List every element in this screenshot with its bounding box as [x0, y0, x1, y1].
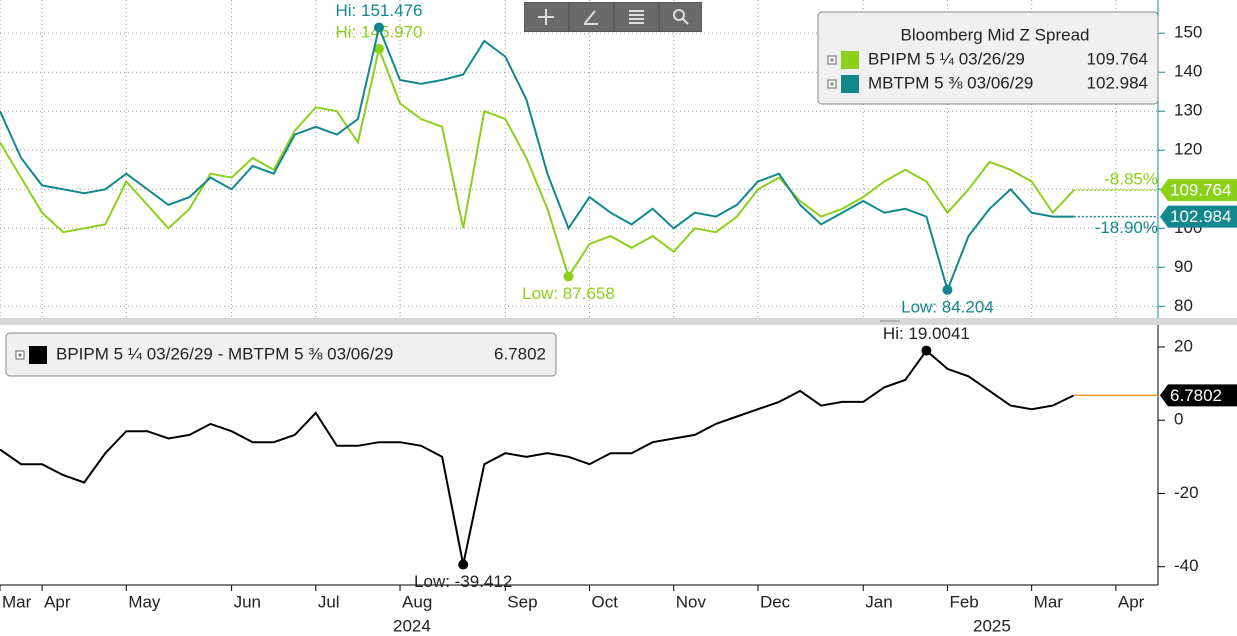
low-marker	[458, 559, 469, 570]
y-tick-label: 150	[1174, 23, 1202, 42]
x-tick-label: Aug	[402, 592, 432, 611]
annotation: Hi: 19.0041	[883, 324, 970, 343]
legend-swatch	[841, 51, 859, 69]
change-label: -8.85%	[1104, 170, 1158, 189]
y-tick-label: 130	[1174, 101, 1202, 120]
series-line	[0, 349, 1075, 565]
legend-label: MBTPM 5 ⅜ 03/06/29	[868, 73, 1033, 92]
x-tick-label: Dec	[760, 592, 791, 611]
annotation: Low: 84.204	[901, 297, 994, 316]
y-tick-label: -40	[1174, 556, 1199, 575]
legend-expander-plus	[830, 82, 834, 86]
legend-expander-plus	[830, 58, 834, 62]
value-tag	[1160, 384, 1237, 407]
x-tick-label: Jul	[318, 592, 340, 611]
legend-label: BPIPM 5 ¼ 03/26/29 - MBTPM 5 ⅜ 03/06/29	[56, 344, 393, 363]
legend-box	[5, 332, 557, 377]
hi-marker	[373, 22, 384, 33]
panel-divider[interactable]	[0, 318, 1237, 325]
table-button[interactable]	[615, 3, 658, 31]
hi-marker	[921, 345, 932, 356]
y-tick-label: 140	[1174, 62, 1202, 81]
value-tag-label: 6.7802	[1170, 386, 1222, 405]
annotation: Low: 87.658	[522, 284, 615, 303]
y-tick-label: 120	[1174, 140, 1202, 159]
x-tick-label: Sep	[507, 592, 537, 611]
panel-title: Bloomberg Mid Z Spread	[901, 25, 1090, 44]
value-tag-label: 109.764	[1170, 181, 1231, 200]
legend-value: 102.984	[1087, 73, 1148, 92]
legend-expander-plus	[18, 353, 22, 357]
draw-button[interactable]	[570, 3, 613, 31]
legend-label: BPIPM 5 ¼ 03/26/29	[868, 49, 1025, 68]
x-tick-label: Oct	[592, 592, 619, 611]
annotation: Low: -39.412	[414, 572, 512, 591]
x-tick-label: Nov	[676, 592, 707, 611]
legend-swatch	[841, 75, 859, 93]
table-icon	[629, 10, 644, 24]
low-marker	[563, 271, 574, 282]
x-tick-label: Apr	[44, 592, 71, 611]
x-tick-label: Jun	[234, 592, 261, 611]
series-line	[0, 24, 1074, 294]
x-tick-label: Mar	[1034, 592, 1064, 611]
x-tick-label: Feb	[949, 592, 978, 611]
move-icon	[538, 9, 554, 25]
legend-value: 6.7802	[494, 344, 546, 363]
draw-icon	[584, 10, 598, 25]
change-label: -18.90%	[1095, 218, 1158, 237]
zoom-icon	[673, 9, 685, 21]
hi-marker	[373, 43, 384, 54]
toolbar	[524, 2, 702, 32]
legend-value: 109.764	[1087, 49, 1148, 68]
year-label: 2024	[393, 616, 431, 635]
legend-box	[817, 11, 1159, 105]
value-tag	[1160, 205, 1237, 228]
series-line	[0, 45, 1075, 279]
y-tick-label: 90	[1174, 257, 1193, 276]
y-tick-label: 20	[1174, 336, 1193, 355]
y-tick-label: 0	[1174, 410, 1183, 429]
x-tick-label: May	[128, 592, 161, 611]
year-label: 2025	[973, 616, 1011, 635]
zoom-icon-handle	[682, 18, 689, 25]
x-tick-label: Mar	[2, 592, 32, 611]
zoom-button[interactable]	[660, 3, 701, 31]
x-tick-label: Jan	[865, 592, 892, 611]
legend-swatch	[29, 346, 47, 364]
y-tick-label: 80	[1174, 296, 1193, 315]
y-tick-label: -20	[1174, 483, 1199, 502]
x-tick-label: Apr	[1118, 592, 1145, 611]
annotation: Hi: 151.476	[336, 1, 423, 20]
value-tag	[1160, 179, 1237, 202]
low-marker	[942, 284, 953, 295]
value-tag-label: 102.984	[1170, 207, 1231, 226]
